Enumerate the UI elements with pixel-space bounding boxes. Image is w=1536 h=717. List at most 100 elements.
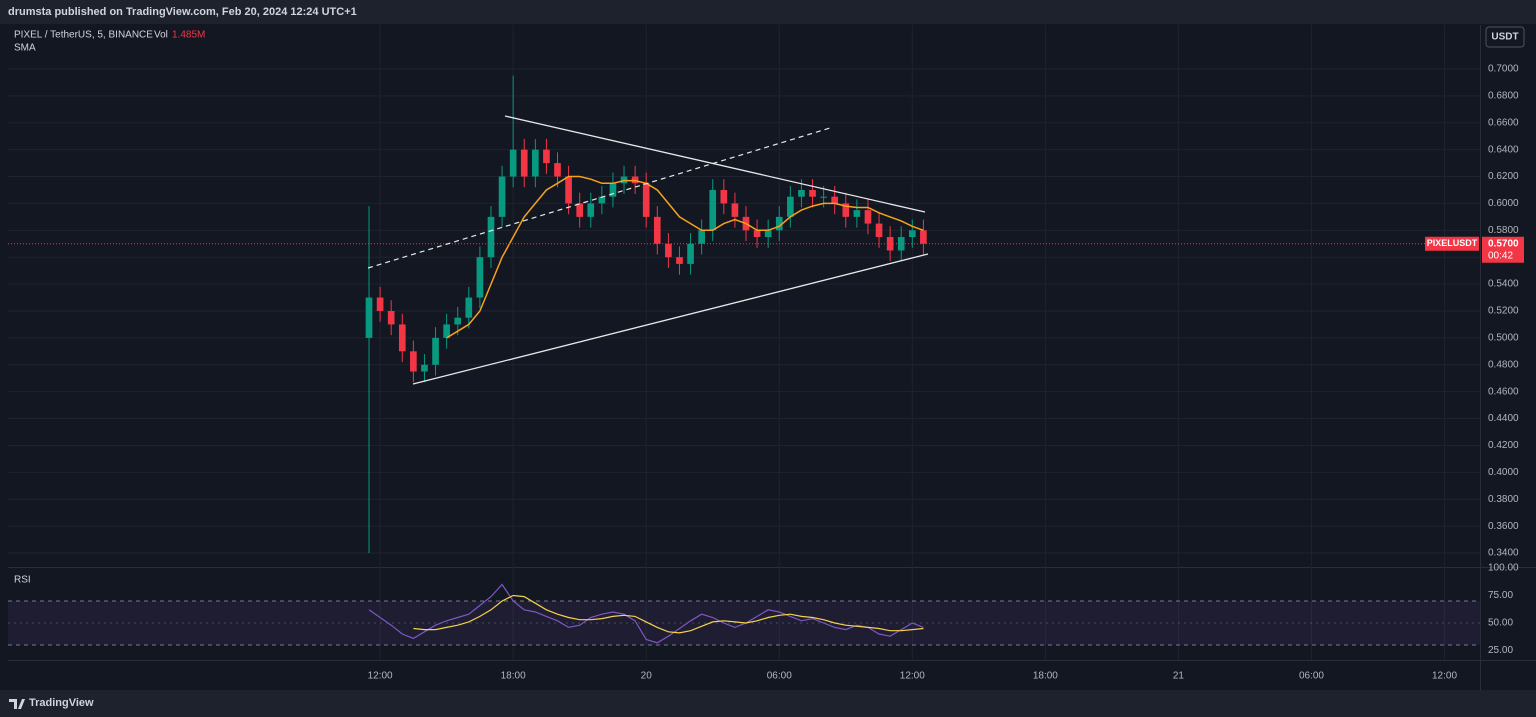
candle-body: [908, 230, 916, 238]
candle-body: [498, 176, 506, 217]
candle-body: [709, 189, 717, 231]
sma-line: [446, 175, 924, 339]
x-tick-label: 06:00: [767, 671, 792, 682]
volume: 1.485M: [172, 30, 205, 41]
y-tick-label: 0.7000: [1488, 64, 1519, 75]
candle-body: [642, 183, 650, 217]
candle-body: [443, 324, 450, 338]
grid: [8, 25, 1480, 660]
candle-body: [465, 297, 473, 318]
candle-body: [764, 230, 772, 238]
volume-label: Vol: [154, 30, 168, 41]
y-tick-label: 0.6800: [1488, 90, 1519, 101]
candle-body: [398, 324, 406, 352]
y-tick-label: 0.5200: [1488, 306, 1519, 317]
y-tick-label: 0.5400: [1488, 279, 1519, 290]
candle-body: [532, 149, 539, 177]
rsi-line: [413, 594, 924, 634]
currency[interactable]: USDT: [1491, 32, 1518, 43]
candle-body: [787, 196, 794, 217]
top-bar: [0, 0, 1536, 24]
price-tag-text: 0.5700: [1488, 238, 1519, 249]
candle-body: [842, 203, 850, 217]
brand: TradingView: [29, 697, 94, 709]
symbol-title: PIXEL / TetherUS, 5, BINANCE: [14, 30, 153, 41]
published: drumsta published on TradingView.com, Fe…: [8, 6, 357, 18]
candle-body: [775, 216, 783, 231]
y-tick-label: 0.3400: [1488, 548, 1519, 559]
candle-body: [410, 351, 417, 372]
candle-body: [687, 243, 694, 264]
x-tick-label: 18:00: [501, 671, 526, 682]
x-tick-label: 12:00: [900, 671, 925, 682]
candle-body: [554, 163, 561, 177]
candle-body: [897, 237, 905, 251]
currency-button[interactable]: [1485, 26, 1525, 48]
logo: [9, 699, 25, 709]
candle-body: [565, 176, 572, 204]
candle-body: [665, 243, 672, 258]
y-tick-label: 0.6000: [1488, 198, 1519, 209]
trend-line: [504, 115, 926, 213]
rsi-label: RSI: [14, 575, 31, 586]
symbol-tag-text: PIXELUSDT: [1427, 238, 1478, 248]
candle-body: [365, 297, 373, 338]
x-tick-label: 12:00: [368, 671, 393, 682]
trend-line: [412, 253, 929, 385]
y-tick-label: 0.6200: [1488, 171, 1519, 182]
candle-body: [487, 216, 495, 258]
candle-body: [798, 189, 805, 197]
x-tick-label: 06:00: [1299, 671, 1324, 682]
price-tag: [1482, 236, 1524, 263]
candle-body: [609, 183, 617, 197]
candle-body: [543, 149, 550, 164]
y-tick-label: 0.4800: [1488, 359, 1519, 370]
candle-body: [853, 210, 861, 217]
candle-body: [831, 196, 839, 204]
candle-body: [432, 337, 439, 365]
y-tick-label: 0.4400: [1488, 413, 1519, 424]
x-tick-label: 12:00: [1432, 671, 1457, 682]
y-tick-label: 0.5000: [1488, 333, 1519, 344]
y-tick-label: 0.3800: [1488, 494, 1519, 505]
bottom-bar: [0, 690, 1536, 717]
x-tick-label: 21: [1173, 671, 1185, 682]
y-tick-label: 0.3600: [1488, 521, 1519, 532]
candle-body: [387, 310, 395, 325]
candle-body: [731, 203, 739, 217]
indicator-label: SMA: [14, 43, 36, 54]
candle-body: [920, 230, 927, 244]
candle-body: [520, 149, 528, 177]
x-tick-label: 20: [641, 671, 653, 682]
y-tick-label: 50.00: [1488, 618, 1513, 629]
candle-body: [698, 230, 705, 244]
candle-body: [576, 203, 584, 217]
candle-body: [875, 223, 883, 238]
y-tick-label: 75.00: [1488, 590, 1513, 601]
y-tick-label: 25.00: [1488, 645, 1513, 656]
candle-body: [820, 196, 827, 198]
y-tick-label: 0.4600: [1488, 386, 1519, 397]
y-tick-label: 0.6400: [1488, 144, 1519, 155]
candle-body: [598, 196, 606, 204]
candle-body: [421, 364, 428, 372]
candle-body: [454, 317, 462, 325]
y-tick-label: 100.00: [1488, 563, 1519, 574]
rsi-line: [368, 583, 924, 644]
y-tick-label: 0.6600: [1488, 117, 1519, 128]
candle-body: [753, 230, 761, 238]
symbol-tag: [1425, 236, 1479, 251]
y-tick-label: 0.4000: [1488, 467, 1519, 478]
candle-body: [587, 203, 595, 217]
candle-body: [476, 257, 484, 298]
y-tick-label: 0.4200: [1488, 440, 1519, 451]
candle-body: [376, 297, 384, 311]
candle-body: [676, 257, 683, 264]
x-tick-label: 18:00: [1033, 671, 1058, 682]
candle-body: [809, 189, 816, 197]
countdown: 00:42: [1488, 250, 1513, 261]
candle-body: [653, 216, 661, 244]
y-tick-label: 0.5800: [1488, 225, 1519, 236]
